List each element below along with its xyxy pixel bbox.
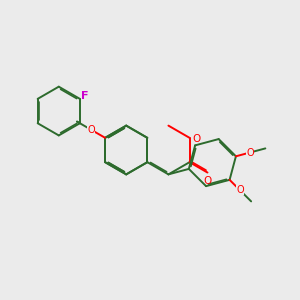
Text: O: O xyxy=(203,176,211,186)
Text: O: O xyxy=(246,148,254,158)
Text: O: O xyxy=(88,125,95,135)
Text: O: O xyxy=(236,185,244,195)
Text: O: O xyxy=(193,134,201,144)
Text: F: F xyxy=(81,91,88,101)
